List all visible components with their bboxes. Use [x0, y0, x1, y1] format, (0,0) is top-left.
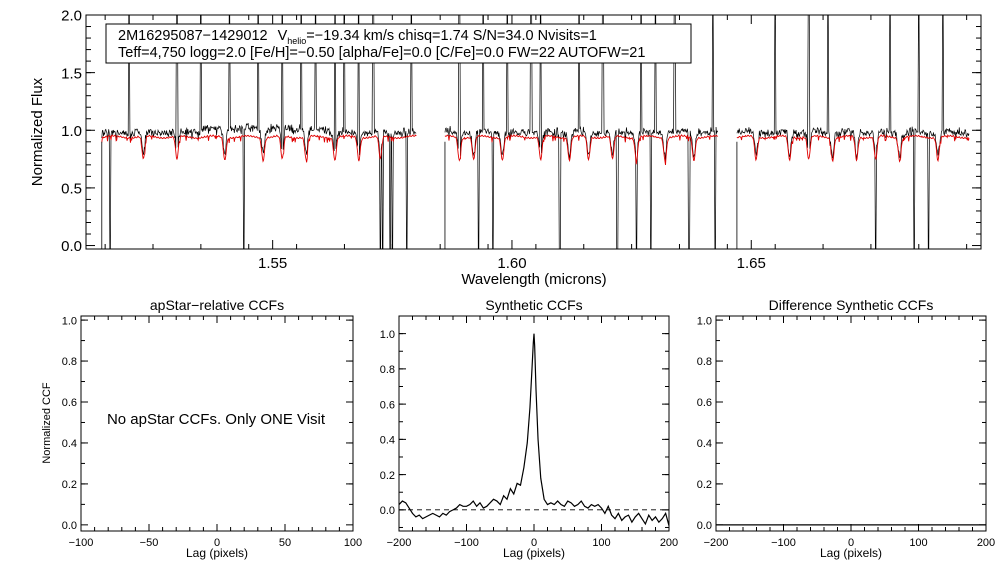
observed-spectrum-line — [101, 14, 417, 250]
spectrum-plot-frame — [85, 14, 982, 250]
difference-ccf-x-label: Lag (pixels) — [820, 546, 882, 560]
spectrum-x-label: Wavelength (microns) — [461, 271, 606, 288]
y-tick-label: 1.0 — [61, 123, 82, 140]
y-tick-label: 0.2 — [697, 479, 712, 491]
spectrum-ticks: 1.55 1.60 1.65 0.0 0.5 1.0 1.5 2.0 — [61, 8, 981, 272]
x-tick-label: 1.55 — [258, 255, 287, 272]
synthetic-spectrum-line — [444, 134, 718, 166]
x-tick-label: 0 — [214, 537, 220, 549]
x-tick-label: −200 — [704, 537, 729, 549]
x-tick-label: −200 — [387, 537, 412, 549]
annotation-line-1-rest: =−19.34 km/s chisq=1.74 S/N=34.0 Nvisits… — [306, 28, 597, 44]
y-tick-label: 0.6 — [380, 399, 395, 411]
v-label: V — [278, 28, 288, 44]
y-tick-label: 2.0 — [61, 8, 82, 25]
x-tick-label: 50 — [279, 537, 291, 549]
apstar-ccf-panel: −100 −50 0 50 100 0.0 0.2 0.4 0.6 0.8 1.0 apStar−r… — [41, 297, 362, 560]
x-tick-label: 100 — [592, 537, 610, 549]
y-tick-label: 1.0 — [62, 315, 77, 327]
y-tick-label: 0.4 — [697, 438, 712, 450]
apstar-ccf-y-label: Normalized CCF — [41, 382, 53, 464]
annotation-box — [105, 23, 692, 64]
y-tick-label: 0.4 — [380, 435, 395, 447]
x-tick-label: 100 — [344, 537, 362, 549]
synthetic-ccf-traces — [398, 333, 670, 526]
spectrum-traces — [101, 14, 970, 250]
y-tick-label: 0.0 — [61, 238, 82, 255]
x-tick-label: −50 — [140, 537, 159, 549]
y-tick-label: 0.6 — [62, 397, 77, 409]
apstar-ccf-ticks: −100 −50 0 50 100 0.0 0.2 0.4 0.6 0.8 1.0 — [62, 315, 362, 549]
synthetic-ccf-title: Synthetic CCFs — [485, 297, 582, 313]
x-tick-label: −100 — [454, 537, 479, 549]
synthetic-spectrum-line — [736, 134, 970, 163]
x-tick-label: −100 — [69, 537, 94, 549]
spectrum-panel: 1.55 1.60 1.65 0.0 0.5 1.0 1.5 2.0 2M16295087−1… — [29, 8, 982, 288]
y-tick-label: 0.6 — [697, 397, 712, 409]
difference-ccf-panel: −200 −100 0 100 200 0.0 0.2 0.4 0.6 0.8 1.0 Differ… — [697, 297, 995, 560]
observed-spectrum-line — [444, 14, 719, 250]
apstar-ccf-x-label: Lag (pixels) — [186, 546, 248, 560]
y-tick-label: 0.8 — [697, 356, 712, 368]
y-tick-label: 0.5 — [61, 181, 82, 198]
x-tick-label: 0 — [848, 537, 854, 549]
x-tick-label: 100 — [909, 537, 927, 549]
x-tick-label: 1.60 — [497, 255, 526, 272]
y-tick-label: 1.0 — [697, 315, 712, 327]
x-tick-label: 1.65 — [737, 255, 766, 272]
y-tick-label: 0.0 — [697, 520, 712, 532]
x-tick-label: 200 — [660, 537, 678, 549]
synthetic-ccf-x-label: Lag (pixels) — [503, 546, 565, 560]
y-tick-label: 0.0 — [380, 505, 395, 517]
spectrum-y-label: Normalized Flux — [29, 77, 46, 186]
difference-ccf-frame — [715, 315, 987, 532]
observed-spectrum-line — [736, 14, 970, 250]
no-ccf-message: No apStar CCFs. Only ONE Visit — [107, 411, 326, 428]
y-tick-label: 0.8 — [62, 356, 77, 368]
annotation-line-1: 2M16295087−1429012 Vhelio=−19.34 km/s ch… — [118, 28, 597, 46]
synthetic-ccf-ticks: −200 −100 0 100 200 0.0 0.2 0.4 0.6 0.8 1.0 — [380, 315, 678, 549]
y-tick-label: 0.2 — [380, 470, 395, 482]
synthetic-ccf-line — [398, 333, 670, 526]
y-tick-label: 1.5 — [61, 65, 82, 82]
x-tick-label: 0 — [531, 537, 537, 549]
synthetic-spectrum-line — [101, 134, 417, 163]
x-tick-label: 200 — [977, 537, 995, 549]
x-tick-label: −100 — [771, 537, 796, 549]
v-subscript: helio — [287, 36, 306, 46]
y-tick-label: 0.8 — [380, 364, 395, 376]
difference-ccf-ticks: −200 −100 0 100 200 0.0 0.2 0.4 0.6 0.8 1.0 — [697, 315, 995, 549]
star-id: 2M16295087−1429012 — [118, 28, 268, 44]
apstar-ccf-title: apStar−relative CCFs — [150, 297, 284, 313]
y-tick-label: 0.0 — [62, 520, 77, 532]
difference-ccf-title: Difference Synthetic CCFs — [769, 297, 934, 313]
annotation-line-2: Teff=4,750 logg=2.0 [Fe/H]=−0.50 [alpha/… — [118, 45, 645, 61]
synthetic-ccf-frame — [398, 315, 670, 532]
synthetic-ccf-panel: −200 −100 0 100 200 0.0 0.2 0.4 0.6 0.8 1.0 Synthe… — [380, 297, 678, 560]
y-tick-label: 0.4 — [62, 438, 77, 450]
y-tick-label: 1.0 — [380, 329, 395, 341]
y-tick-label: 0.2 — [62, 479, 77, 491]
